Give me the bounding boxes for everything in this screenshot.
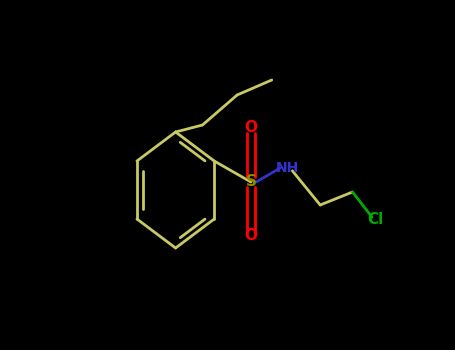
Text: O: O [244,229,258,244]
Text: NH: NH [275,161,299,175]
Text: O: O [244,120,258,135]
Text: S: S [245,175,257,189]
Text: Cl: Cl [368,212,384,228]
